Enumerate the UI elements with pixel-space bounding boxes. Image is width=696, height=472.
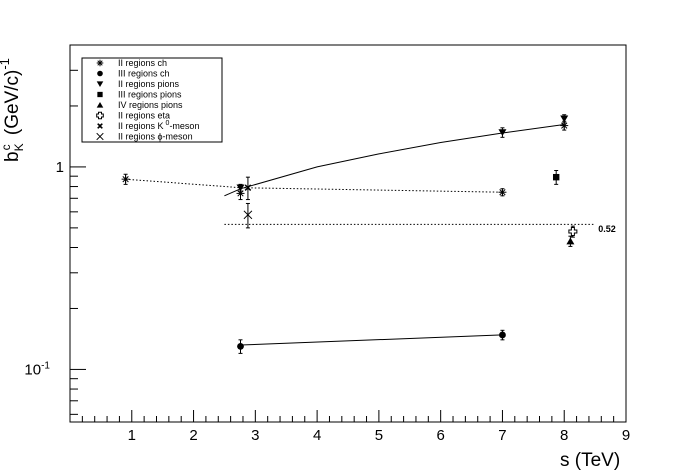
series-6 (244, 176, 252, 201)
y-axis-title-sub: K (12, 143, 26, 151)
marker-square (97, 91, 103, 98)
marker-shape (560, 115, 569, 123)
marker-shape (237, 342, 244, 350)
fit-lines (125, 124, 596, 346)
x-tick-label: 6 (436, 427, 444, 444)
y-axis-title: bKc (GeV/c)-1 (0, 58, 26, 162)
y-tick-label-base: 10 (24, 361, 41, 378)
marker-shape (499, 331, 506, 339)
fit-line-1 (224, 124, 565, 197)
marker-square (552, 173, 560, 181)
marker-triangle-down (236, 184, 245, 192)
series-5 (568, 225, 578, 238)
marker-triangle-up (96, 102, 104, 108)
marker-asterisk (96, 59, 104, 67)
x-tick-label: 1 (128, 427, 136, 444)
plot-frame (69, 44, 627, 423)
legend-item: II regions ϕ-meson (96, 132, 193, 142)
legend-label: III regions pions (118, 90, 182, 100)
legend-item: II regions pions (96, 79, 180, 89)
y-tick-label: 10-1 (24, 360, 50, 378)
legend-item: II regions ch (96, 58, 167, 68)
marker-open-cross (96, 111, 104, 120)
axes: 1 2 3 4 5 6 7 8 9 1 10-1 (24, 44, 630, 444)
marker-shape (96, 102, 104, 108)
data-points (121, 114, 578, 354)
y-tick-label-exp: -1 (41, 360, 50, 371)
legend-label: II regions pions (118, 79, 180, 89)
marker-triangle-up (566, 237, 575, 245)
marker-circle (499, 331, 506, 339)
legend-label: II regions eta (118, 111, 170, 121)
x-tick-label: 2 (189, 427, 197, 444)
y-tick-label: 1 (56, 159, 64, 176)
marker-stroke (97, 60, 103, 66)
marker-x (243, 210, 253, 220)
x-tick-label: 7 (498, 427, 506, 444)
marker-shape (96, 81, 104, 87)
legend-box (81, 57, 223, 143)
series-1 (237, 329, 506, 354)
marker-asterisk (121, 175, 130, 184)
marker-shape (498, 129, 507, 137)
marker-star (244, 184, 252, 191)
marker-circle (237, 342, 244, 350)
legend-label: II regions ϕ-meson (118, 132, 193, 142)
legend-label-sup: 0 (166, 120, 170, 127)
legend-label-part: II regions K (118, 121, 164, 131)
marker-open-cross (568, 226, 578, 236)
marker-asterisk (498, 188, 507, 197)
marker-triangle-down (498, 129, 507, 137)
marker-triangle-down (560, 115, 569, 123)
series-2 (236, 114, 569, 192)
x-tick-label: 9 (622, 427, 630, 444)
x-tick-label: 8 (560, 427, 568, 444)
series-3 (552, 170, 560, 185)
legend-label: II regions ch (118, 58, 167, 68)
marker-stroke (96, 132, 104, 141)
x-axis-title: s (TeV) (560, 450, 620, 471)
legend-item: II regions eta (96, 111, 170, 121)
legend-item: II regions K 0-meson (97, 120, 199, 131)
y-axis-title-unit-text: (GeV/c) (2, 70, 23, 135)
legend-item: III regions ch (97, 69, 170, 79)
fit-line-2 (240, 334, 503, 346)
series-0 (121, 120, 569, 201)
marker-x (96, 132, 104, 141)
fit-line-0 (125, 178, 503, 193)
y-axis-title-base: b (2, 151, 23, 162)
marker-stroke (561, 122, 568, 129)
legend-label: III regions ch (118, 69, 170, 79)
marker-stroke (122, 176, 129, 183)
x-tick-label: 4 (313, 427, 321, 444)
annotation-0-52: 0.52 (598, 224, 616, 234)
legend-item: IV regions pions (96, 100, 183, 110)
marker-shape (97, 91, 103, 98)
marker-shape (568, 226, 578, 236)
marker-shape (96, 111, 104, 120)
marker-triangle-down (96, 81, 104, 87)
legend-label-part: -meson (169, 121, 199, 131)
marker-shape (552, 173, 560, 181)
marker-stroke (243, 210, 253, 220)
legend-label: IV regions pions (118, 100, 183, 110)
x-tick-label: 3 (251, 427, 259, 444)
marker-shape (97, 70, 103, 77)
marker-shape (236, 184, 245, 192)
marker-stroke (499, 189, 506, 196)
y-axis-title-sup: c (0, 144, 13, 150)
y-axis-title-unit-sup: -1 (0, 58, 12, 70)
marker-star (97, 123, 103, 129)
legend-label: II regions K 0-meson (118, 120, 199, 131)
x-tick-label: 5 (375, 427, 383, 444)
legend-item: III regions pions (97, 90, 182, 100)
series-4 (566, 235, 575, 247)
marker-shape (566, 237, 575, 245)
series-7 (243, 202, 253, 229)
marker-circle (97, 70, 103, 77)
